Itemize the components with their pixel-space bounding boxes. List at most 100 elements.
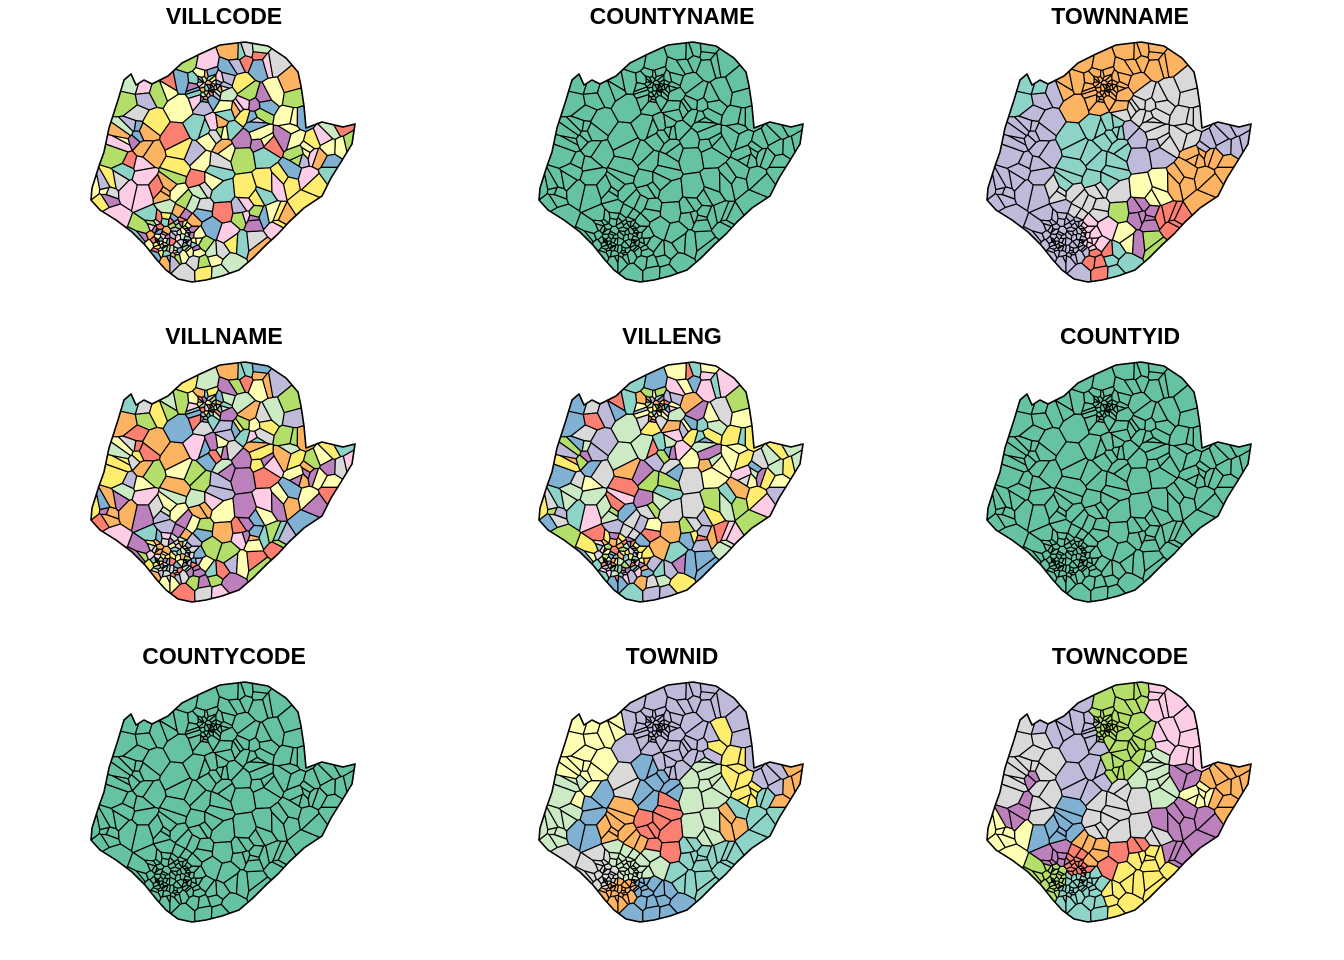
panel-title: TOWNID xyxy=(625,643,719,669)
village-polygon xyxy=(162,237,169,244)
village-polygon xyxy=(205,731,211,739)
village-polygon xyxy=(655,129,671,145)
village-polygon xyxy=(1168,744,1190,767)
village-polygon xyxy=(699,51,716,61)
village-polygon xyxy=(695,58,717,83)
village-polygon xyxy=(1102,65,1115,78)
village-polygon xyxy=(1040,539,1053,547)
village-polygon xyxy=(1056,230,1065,237)
village-polygon xyxy=(1055,475,1088,498)
village-polygon xyxy=(695,698,717,723)
village-polygon xyxy=(1147,51,1164,61)
village-polygon xyxy=(164,777,193,801)
village-polygon xyxy=(610,557,617,564)
choropleth-map xyxy=(90,681,356,923)
village-polygon xyxy=(618,230,626,237)
village-polygon xyxy=(152,241,160,248)
village-polygon xyxy=(612,457,641,481)
village-polygon xyxy=(631,555,640,561)
village-polygon xyxy=(617,852,627,863)
village-polygon xyxy=(289,427,298,447)
choropleth-map xyxy=(538,41,804,283)
village-polygon xyxy=(1050,227,1056,234)
village-polygon xyxy=(1105,85,1111,91)
village-polygon xyxy=(626,249,638,265)
village-polygon xyxy=(161,889,172,898)
village-polygon xyxy=(1065,212,1075,223)
village-polygon xyxy=(607,475,640,498)
panel-title: VILLCODE xyxy=(165,3,283,29)
village-polygon xyxy=(654,385,667,398)
village-polygon xyxy=(618,870,626,877)
village-polygon xyxy=(678,211,695,231)
village-polygon xyxy=(1101,411,1107,419)
village-polygon xyxy=(1018,744,1046,762)
village-polygon xyxy=(1080,861,1089,869)
village-polygon xyxy=(1094,555,1111,573)
county-boundary xyxy=(986,681,1252,923)
village-polygon xyxy=(271,811,288,842)
village-polygon xyxy=(579,130,593,143)
village-polygon xyxy=(209,403,213,407)
village-polygon xyxy=(211,521,234,544)
village-polygon xyxy=(1126,211,1143,231)
village-polygon xyxy=(635,94,650,112)
village-polygon xyxy=(653,411,659,419)
village-polygon xyxy=(272,424,294,447)
village-polygon xyxy=(251,371,268,381)
village-polygon xyxy=(644,837,663,853)
village-polygon xyxy=(626,889,638,905)
village-polygon xyxy=(301,787,311,800)
village-polygon xyxy=(657,403,661,407)
village-polygon xyxy=(1185,747,1194,767)
village-polygon xyxy=(1145,458,1161,473)
village-polygon xyxy=(206,65,219,78)
village-polygon xyxy=(657,725,663,731)
village-polygon xyxy=(592,859,605,867)
village-polygon xyxy=(170,870,178,877)
village-polygon xyxy=(581,795,604,812)
village-polygon xyxy=(1099,389,1105,400)
village-polygon xyxy=(1075,208,1089,221)
village-polygon xyxy=(696,416,709,432)
map-panel-towncode: TOWNCODE xyxy=(896,640,1344,960)
village-polygon xyxy=(675,58,694,75)
village-polygon xyxy=(617,212,627,223)
village-polygon xyxy=(251,691,268,701)
village-polygon xyxy=(196,197,215,213)
village-polygon xyxy=(162,877,169,884)
village-polygon xyxy=(720,424,742,447)
village-polygon xyxy=(155,528,163,544)
village-polygon xyxy=(602,867,608,874)
village-polygon xyxy=(1197,467,1207,480)
choropleth-map xyxy=(986,41,1252,283)
village-polygon xyxy=(1168,104,1190,127)
village-polygon xyxy=(187,734,202,752)
village-polygon xyxy=(198,555,215,573)
village-polygon xyxy=(1145,138,1161,153)
village-polygon xyxy=(230,531,247,551)
village-polygon xyxy=(656,74,665,83)
village-polygon xyxy=(1085,469,1108,493)
village-polygon xyxy=(1092,517,1111,533)
village-polygon xyxy=(653,91,659,99)
village-polygon xyxy=(1051,208,1059,224)
village-polygon xyxy=(211,841,234,864)
village-polygon xyxy=(657,405,663,411)
village-polygon xyxy=(600,561,608,568)
panel-title: VILLNAME xyxy=(165,323,283,349)
village-polygon xyxy=(1144,416,1157,432)
village-polygon xyxy=(1185,107,1194,127)
village-polygon xyxy=(675,698,694,715)
village-polygon xyxy=(232,811,257,839)
village-polygon xyxy=(271,491,288,522)
village-polygon xyxy=(161,569,172,578)
village-polygon xyxy=(1079,875,1088,881)
village-polygon xyxy=(247,378,269,403)
village-polygon xyxy=(570,744,598,762)
village-polygon xyxy=(656,394,665,403)
village-polygon xyxy=(232,491,257,519)
village-polygon xyxy=(196,517,215,533)
village-polygon xyxy=(1107,841,1130,864)
village-polygon xyxy=(607,795,640,818)
